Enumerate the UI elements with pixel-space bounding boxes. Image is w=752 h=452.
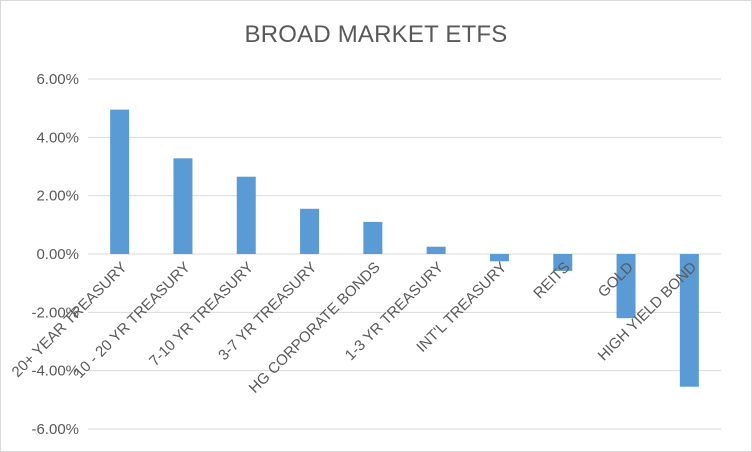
y-tick-label: 0.00% xyxy=(36,246,79,263)
y-tick-label: 6.00% xyxy=(36,71,79,88)
y-tick-label: 2.00% xyxy=(36,188,79,205)
y-tick-label: -6.00% xyxy=(31,421,79,438)
bar xyxy=(363,221,383,254)
bar xyxy=(236,176,256,254)
x-category-label: 10 - 20 YR TREASURY xyxy=(71,259,194,382)
bar xyxy=(173,158,193,254)
y-tick-label: -4.00% xyxy=(31,363,79,380)
bar xyxy=(679,254,699,387)
x-category-label: HG CORPORATE BONDS xyxy=(246,259,384,397)
bar xyxy=(553,254,573,271)
bar xyxy=(110,109,130,254)
bar xyxy=(426,246,446,254)
bar xyxy=(489,254,509,262)
y-tick-label: 4.00% xyxy=(36,129,79,146)
bar xyxy=(616,254,636,319)
x-category-label: 7-10 YR TREASURY xyxy=(146,259,257,370)
bar xyxy=(300,208,320,254)
chart-title: BROAD MARKET ETFS xyxy=(244,21,508,48)
y-tick-label: -2.00% xyxy=(31,304,79,321)
x-category-label: REITS xyxy=(530,259,573,302)
